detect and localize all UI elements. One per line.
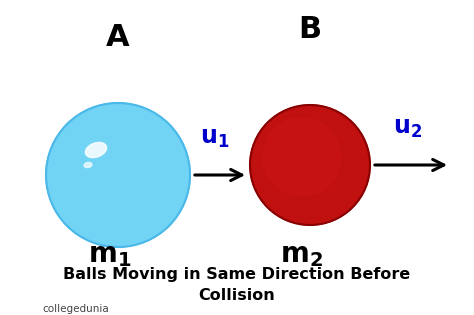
Text: $\mathbf{m_1}$: $\mathbf{m_1}$ [88,241,132,269]
Text: collegedunia: collegedunia [42,304,109,314]
Text: $\mathbf{m_2}$: $\mathbf{m_2}$ [281,241,324,269]
Circle shape [52,109,184,241]
Text: Balls Moving in Same Direction Before
Collision: Balls Moving in Same Direction Before Co… [64,267,410,303]
Ellipse shape [85,142,107,158]
Circle shape [263,118,341,196]
Circle shape [60,117,175,232]
Text: A: A [106,24,130,53]
Circle shape [46,103,190,247]
Ellipse shape [84,163,92,168]
Text: $\mathbf{u_2}$: $\mathbf{u_2}$ [393,116,422,140]
Text: B: B [299,15,321,44]
Circle shape [46,103,190,247]
Text: $\mathbf{u_1}$: $\mathbf{u_1}$ [201,126,230,150]
Circle shape [250,105,370,225]
